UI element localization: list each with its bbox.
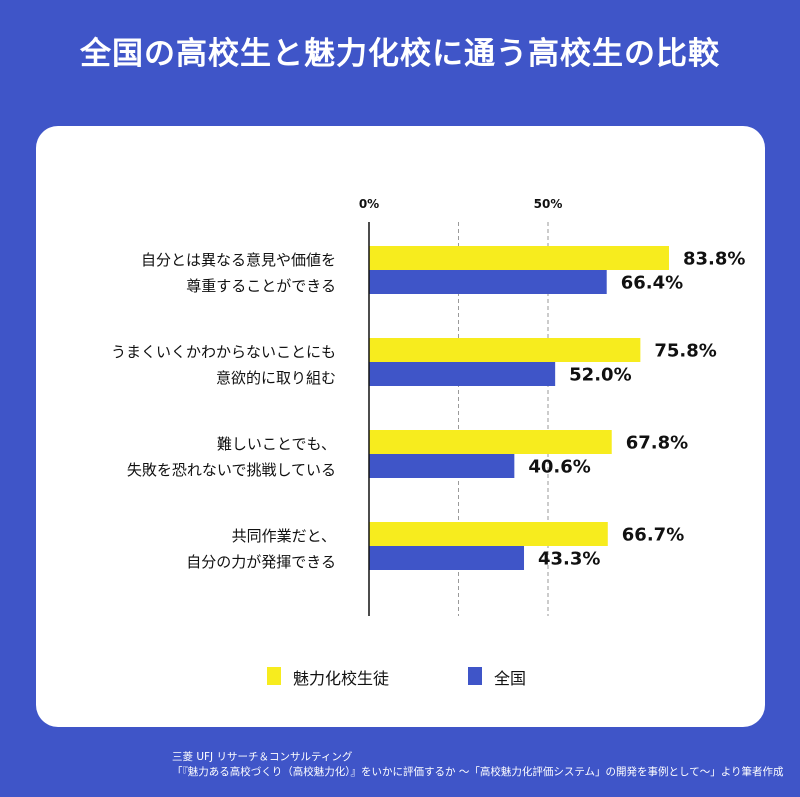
bar-attractive-school (369, 246, 670, 270)
category-label: 共同作業だと、 (232, 527, 336, 545)
data-label: 83.8% (683, 249, 745, 270)
legend-label-national: 全国 (494, 669, 527, 688)
category-label: 自分の力が発揮できる (186, 553, 336, 571)
x-tick-label: 0% (359, 197, 379, 211)
data-label: 66.7% (622, 525, 684, 546)
chart-card (36, 126, 765, 727)
category-label: 自分とは異なる意見や価値を (141, 251, 336, 269)
bar-national (369, 270, 607, 294)
chart-title: 全国の高校生と魅力化校に通う高校生の比較 (80, 36, 720, 72)
bar-national (369, 362, 556, 386)
source-line-2: 「『魅力ある高校づくり（高校魅力化）』をいかに評価するか 〜「高校魅力化評価シス… (172, 766, 784, 778)
bar-attractive-school (369, 522, 608, 546)
data-label: 66.4% (621, 273, 683, 294)
bar-attractive-school (369, 430, 612, 454)
source-line-1: 三菱 UFJ リサーチ＆コンサルティング (172, 751, 353, 763)
legend-label-attractive-school: 魅力化校生徒 (293, 669, 390, 688)
data-label: 52.0% (569, 365, 631, 386)
data-label: 43.3% (538, 549, 600, 570)
bar-national (369, 454, 515, 478)
data-label: 40.6% (528, 457, 590, 478)
category-label: 失敗を恐れないで挑戦している (127, 461, 336, 479)
category-label: 難しいことでも、 (217, 435, 336, 453)
data-label: 67.8% (626, 433, 688, 454)
category-label: 意欲的に取り組む (216, 369, 336, 387)
legend-swatch-attractive-school (267, 667, 281, 685)
x-tick-label: 50% (534, 197, 563, 211)
data-label: 75.8% (654, 341, 716, 362)
bar-attractive-school (369, 338, 641, 362)
legend-swatch-national (468, 667, 482, 685)
bar-national (369, 546, 525, 570)
category-label: 尊重することができる (186, 277, 336, 295)
category-label: うまくいくかわからないことにも (111, 343, 336, 361)
